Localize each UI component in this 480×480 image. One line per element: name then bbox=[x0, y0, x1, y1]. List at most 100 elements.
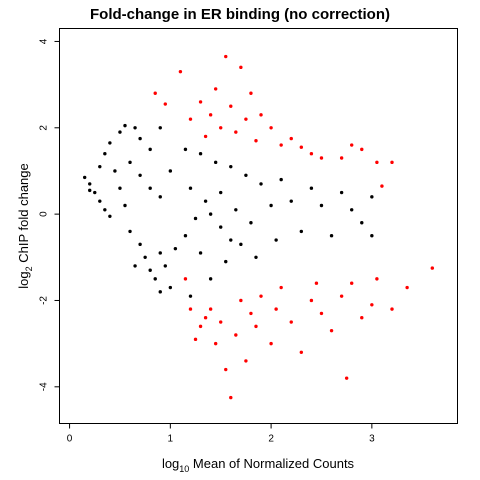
data-point-significant bbox=[269, 341, 273, 346]
data-point-not-significant bbox=[339, 190, 344, 195]
data-point-significant bbox=[188, 117, 193, 121]
data-point-not-significant bbox=[208, 277, 213, 281]
y-tick-label: 2 bbox=[39, 125, 50, 131]
data-point-significant bbox=[219, 320, 223, 324]
data-point-significant bbox=[299, 350, 304, 354]
data-point-not-significant bbox=[309, 186, 314, 190]
data-point-not-significant bbox=[128, 229, 132, 234]
data-point-not-significant bbox=[254, 255, 258, 259]
data-point-significant bbox=[375, 277, 379, 281]
data-point-significant bbox=[234, 130, 238, 134]
data-point-not-significant bbox=[118, 186, 122, 190]
data-point-not-significant bbox=[143, 255, 147, 259]
data-point-not-significant bbox=[350, 208, 354, 212]
data-point-not-significant bbox=[158, 126, 162, 130]
data-point-not-significant bbox=[208, 212, 213, 216]
data-point-not-significant bbox=[213, 160, 218, 165]
plot-frame bbox=[59, 28, 458, 424]
data-point-not-significant bbox=[239, 242, 243, 247]
data-point-not-significant bbox=[173, 246, 178, 251]
data-point-significant bbox=[269, 126, 273, 130]
data-point-significant bbox=[163, 102, 167, 106]
data-point-significant bbox=[390, 160, 394, 165]
data-point-significant bbox=[319, 311, 324, 316]
data-point-significant bbox=[183, 277, 188, 281]
data-point-significant bbox=[229, 395, 233, 400]
data-point-not-significant bbox=[158, 251, 162, 255]
data-point-significant bbox=[213, 341, 218, 346]
x-tick-label: 3 bbox=[369, 434, 375, 445]
data-point-not-significant bbox=[153, 277, 157, 281]
data-point-significant bbox=[188, 307, 193, 311]
data-point-not-significant bbox=[103, 151, 107, 156]
x-axis-label-text: Mean of Normalized Counts bbox=[189, 456, 354, 471]
data-point-not-significant bbox=[133, 264, 137, 268]
data-point-significant bbox=[299, 145, 304, 149]
y-axis: -4 -2 0 2 4 bbox=[39, 38, 60, 391]
data-point-significant bbox=[259, 113, 263, 117]
data-point-not-significant bbox=[88, 182, 92, 186]
x-axis-label: log10 Mean of Normalized Counts bbox=[162, 456, 355, 474]
y-tick-label: 0 bbox=[39, 211, 50, 217]
data-point-not-significant bbox=[108, 214, 112, 218]
x-axis-label-log: log bbox=[162, 456, 179, 471]
data-point-significant bbox=[350, 281, 354, 285]
data-point-significant bbox=[309, 298, 314, 303]
x-axis-label-base: 10 bbox=[179, 464, 189, 474]
data-point-significant bbox=[279, 143, 283, 147]
data-point-significant bbox=[244, 117, 248, 121]
data-point-significant bbox=[360, 147, 364, 152]
data-point-significant bbox=[249, 311, 253, 316]
data-point-not-significant bbox=[193, 216, 198, 221]
data-point-not-significant bbox=[163, 264, 167, 268]
data-point-significant bbox=[198, 324, 203, 329]
data-point-significant bbox=[254, 139, 258, 143]
data-point-not-significant bbox=[269, 203, 273, 208]
data-point-significant bbox=[249, 91, 253, 95]
data-point-significant bbox=[203, 316, 208, 320]
data-point-significant bbox=[219, 126, 223, 130]
data-point-not-significant bbox=[138, 173, 142, 177]
data-point-significant bbox=[229, 104, 233, 108]
data-point-not-significant bbox=[188, 186, 193, 190]
data-point-not-significant bbox=[279, 177, 283, 182]
data-point-not-significant bbox=[123, 123, 127, 128]
data-point-not-significant bbox=[148, 186, 152, 190]
data-point-not-significant bbox=[138, 136, 142, 141]
data-point-not-significant bbox=[198, 251, 203, 255]
data-point-not-significant bbox=[360, 221, 364, 225]
data-point-not-significant bbox=[224, 259, 228, 264]
data-point-not-significant bbox=[88, 188, 92, 193]
data-point-significant bbox=[314, 281, 319, 285]
x-axis: 0 1 2 3 bbox=[67, 423, 375, 445]
data-point-significant bbox=[213, 87, 218, 91]
data-point-significant bbox=[193, 337, 198, 342]
data-point-significant bbox=[274, 307, 278, 311]
data-point-not-significant bbox=[219, 225, 223, 229]
data-point-not-significant bbox=[219, 190, 223, 195]
data-point-not-significant bbox=[259, 182, 263, 186]
data-point-not-significant bbox=[370, 234, 374, 238]
data-point-significant bbox=[405, 285, 409, 290]
data-point-not-significant bbox=[98, 164, 102, 169]
data-point-significant bbox=[289, 320, 293, 324]
data-point-significant bbox=[239, 298, 243, 303]
data-point-significant bbox=[309, 151, 314, 156]
data-points bbox=[82, 54, 435, 400]
data-point-significant bbox=[339, 294, 344, 298]
data-point-not-significant bbox=[249, 221, 253, 225]
data-point-significant bbox=[224, 54, 228, 59]
data-point-significant bbox=[234, 333, 238, 337]
data-point-significant bbox=[153, 91, 157, 95]
data-point-significant bbox=[344, 376, 349, 380]
data-point-not-significant bbox=[168, 169, 173, 173]
data-point-not-significant bbox=[98, 199, 102, 203]
y-tick-label: -2 bbox=[39, 296, 50, 305]
data-point-significant bbox=[224, 367, 228, 372]
data-point-significant bbox=[239, 65, 243, 70]
data-point-significant bbox=[339, 156, 344, 160]
data-point-significant bbox=[208, 307, 213, 311]
data-point-not-significant bbox=[188, 294, 193, 298]
data-point-significant bbox=[319, 156, 324, 160]
